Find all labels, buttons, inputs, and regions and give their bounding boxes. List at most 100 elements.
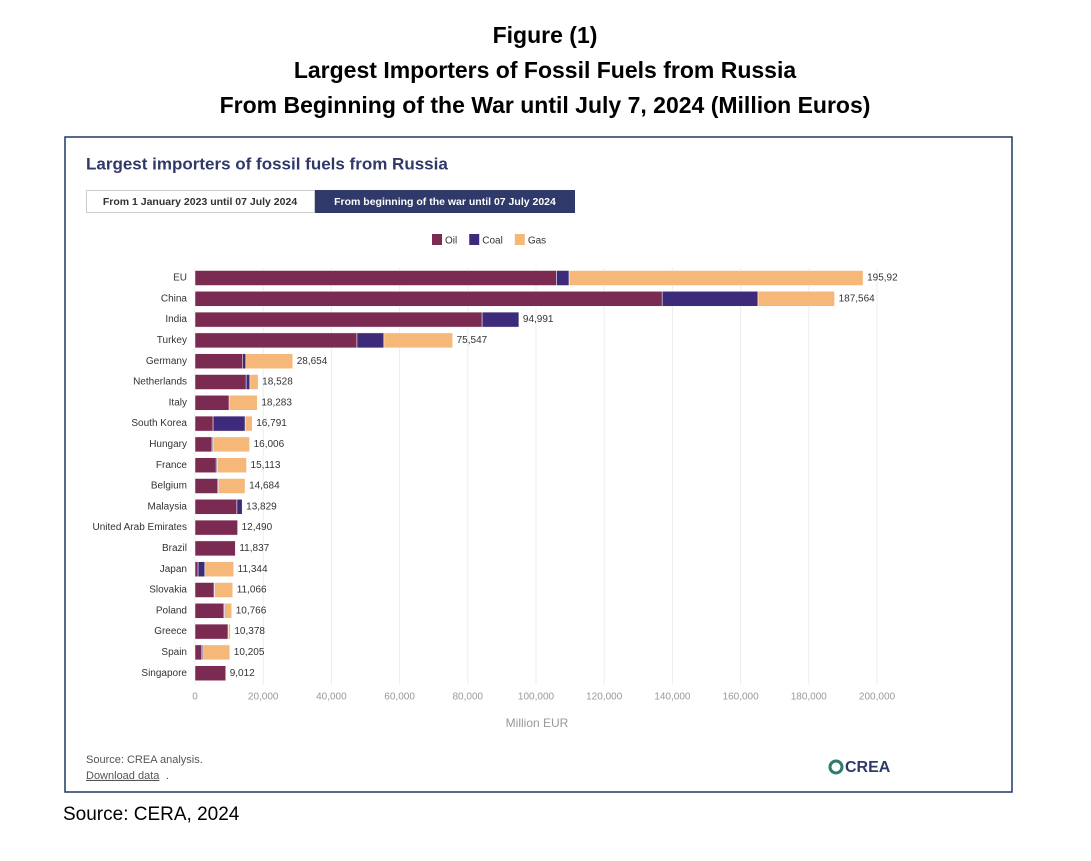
bar-segment xyxy=(216,457,247,473)
x-tick-label: 80,000 xyxy=(453,692,484,703)
data-label: 11,066 xyxy=(237,585,267,596)
download-tail: . xyxy=(166,770,169,782)
bar-segment xyxy=(661,291,759,307)
bar-segment xyxy=(212,436,250,453)
figure-title: From Beginning of the War until July 7, … xyxy=(220,92,871,118)
bar-segment xyxy=(356,332,385,349)
bar-segment xyxy=(202,644,231,661)
data-label: 9,012 xyxy=(230,668,255,679)
bar-segment xyxy=(383,332,453,349)
x-tick-label: 0 xyxy=(192,692,198,703)
bar-segment xyxy=(194,395,230,411)
tab-label[interactable]: From 1 January 2023 until 07 July 2024 xyxy=(103,196,298,208)
y-tick-label: Germany xyxy=(146,356,187,367)
bar-segment xyxy=(249,374,259,390)
bar-segment xyxy=(197,561,206,577)
y-tick-label: Poland xyxy=(156,605,187,616)
x-tick-label: 160,000 xyxy=(723,692,760,703)
legend-label: Gas xyxy=(528,236,546,247)
logo-icon xyxy=(828,759,844,775)
bar-segment xyxy=(556,270,570,286)
data-label: 28,654 xyxy=(297,356,328,367)
bar-segment xyxy=(194,665,226,681)
legend-swatch xyxy=(514,234,525,245)
bar-segment xyxy=(212,415,246,432)
y-tick-label: Spain xyxy=(161,647,187,658)
y-tick-label: Hungary xyxy=(149,439,187,450)
y-tick-label: India xyxy=(165,314,187,325)
logo: CREA xyxy=(845,759,891,776)
bar-segment xyxy=(194,644,203,661)
x-tick-label: 200,000 xyxy=(859,692,896,703)
bar-segment xyxy=(245,353,293,369)
bar-segment xyxy=(242,353,247,369)
y-tick-label: Brazil xyxy=(162,543,187,554)
data-label: 10,378 xyxy=(234,626,265,637)
y-tick-label: EU xyxy=(173,273,187,284)
data-label: 94,991 xyxy=(523,314,554,325)
y-tick-label: Greece xyxy=(154,626,187,637)
bar-segment xyxy=(194,311,483,328)
legend-swatch xyxy=(432,234,442,245)
x-tick-label: 60,000 xyxy=(384,692,415,703)
legend-label: Coal xyxy=(482,236,503,247)
data-label: 15,113 xyxy=(251,460,281,471)
source-note: Source: CREA analysis. xyxy=(86,754,203,766)
bar-segment xyxy=(244,415,253,432)
x-tick-label: 120,000 xyxy=(586,692,623,703)
data-label: 195,92 xyxy=(867,273,898,284)
data-label: 18,283 xyxy=(261,397,292,408)
x-axis-label: Million EUR xyxy=(506,716,569,730)
tab-label[interactable]: From beginning of the war until 07 July … xyxy=(334,196,556,208)
bar-segment xyxy=(194,353,243,369)
x-tick-label: 180,000 xyxy=(791,692,828,703)
bar-segment xyxy=(194,623,229,640)
bar-segment xyxy=(194,332,358,349)
data-label: 10,766 xyxy=(236,605,267,616)
y-tick-label: France xyxy=(156,460,188,471)
data-label: 14,684 xyxy=(249,481,280,492)
bar-segment xyxy=(194,291,663,307)
bar-segment xyxy=(194,561,199,577)
y-tick-label: Belgium xyxy=(151,481,187,492)
download-link[interactable]: Download data xyxy=(86,770,160,782)
y-tick-label: Singapore xyxy=(141,668,187,679)
bar-segment xyxy=(218,478,246,494)
data-label: 13,829 xyxy=(246,501,277,512)
bar-segment xyxy=(228,395,258,411)
bar-segment xyxy=(194,540,236,557)
bar-segment xyxy=(194,270,557,286)
bar-segment xyxy=(568,270,864,286)
y-tick-label: Japan xyxy=(160,564,187,575)
data-label: 12,490 xyxy=(242,522,273,533)
chart-title: Largest importers of fossil fuels from R… xyxy=(86,154,448,173)
data-label: 11,344 xyxy=(238,564,268,575)
source: Source: CERA, 2024 xyxy=(63,804,240,825)
y-tick-label: Slovakia xyxy=(149,585,187,596)
y-tick-label: China xyxy=(161,293,188,304)
bar-segment xyxy=(194,499,238,515)
bar-segment xyxy=(245,374,251,390)
bar-segment xyxy=(194,436,213,453)
legend-swatch xyxy=(469,234,480,245)
y-tick-label: Turkey xyxy=(157,335,187,346)
bar-segment xyxy=(204,561,234,577)
data-label: 16,791 xyxy=(256,418,287,429)
data-label: 75,547 xyxy=(457,335,488,346)
tab[interactable] xyxy=(86,190,315,213)
bar-segment xyxy=(194,603,225,619)
bar-segment xyxy=(194,519,238,536)
bar-segment xyxy=(214,582,233,598)
y-tick-label: Italy xyxy=(169,397,187,408)
figure-title: Largest Importers of Fossil Fuels from R… xyxy=(294,57,796,83)
data-label: 16,006 xyxy=(254,439,285,450)
tab-active[interactable] xyxy=(315,190,575,213)
bar-segment xyxy=(194,374,247,390)
x-tick-label: 140,000 xyxy=(654,692,691,703)
bar-segment xyxy=(757,291,835,307)
bar-segment xyxy=(236,499,243,515)
y-tick-label: Malaysia xyxy=(148,501,188,512)
bar-segment xyxy=(481,311,520,328)
